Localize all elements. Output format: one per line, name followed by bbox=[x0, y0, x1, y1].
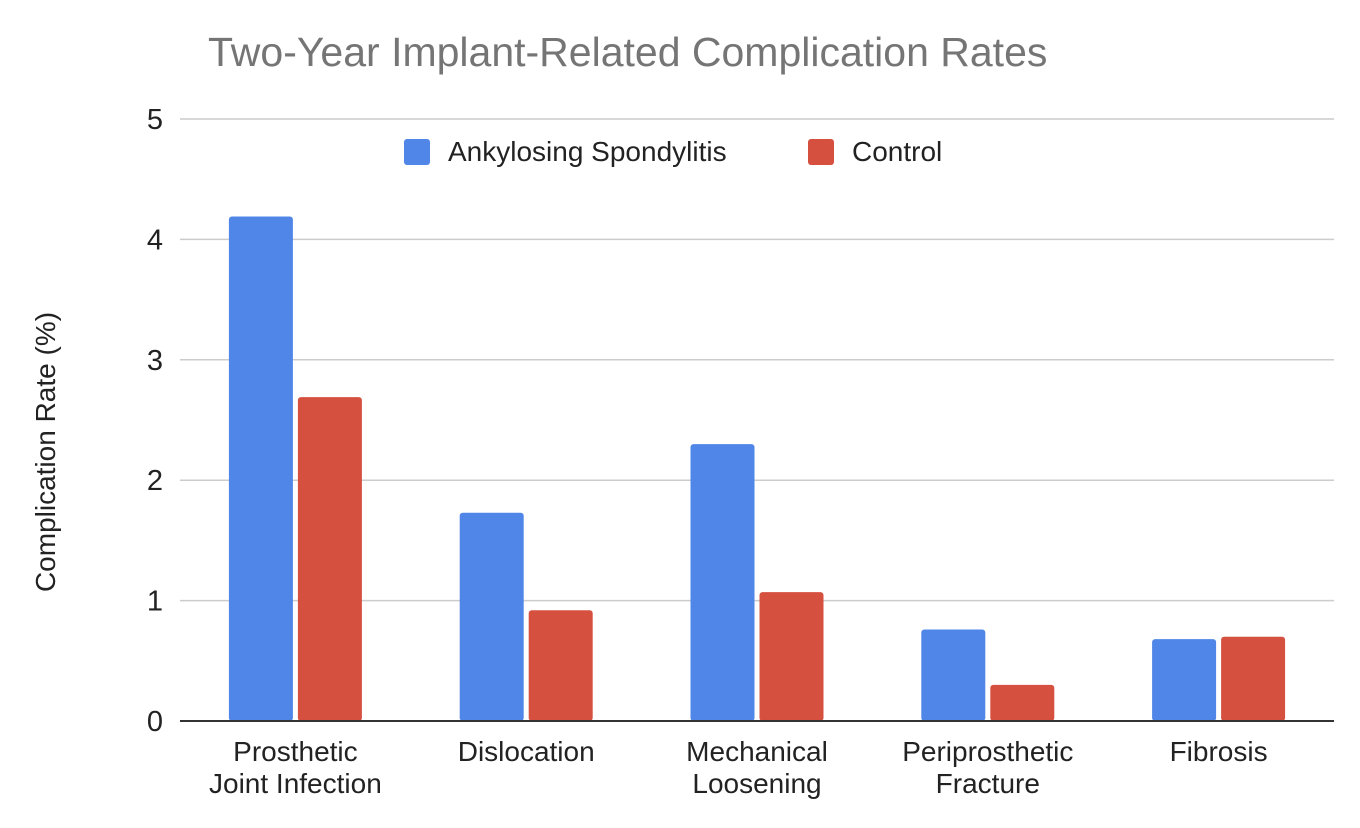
legend-swatch bbox=[808, 139, 834, 165]
bar bbox=[528, 610, 593, 721]
y-axis-ticks: 0 1 2 3 4 5 bbox=[147, 104, 163, 738]
gridlines bbox=[180, 118, 1334, 602]
bar bbox=[1152, 639, 1217, 721]
y-tick-label: 1 bbox=[147, 586, 163, 618]
x-tick-label: Prosthetic bbox=[233, 736, 358, 767]
legend-label: Control bbox=[852, 136, 942, 167]
x-tick-label: Loosening bbox=[692, 768, 821, 799]
bar bbox=[759, 592, 824, 721]
x-tick-label: Mechanical bbox=[686, 736, 828, 767]
bars bbox=[228, 216, 1286, 722]
bar bbox=[1221, 636, 1286, 721]
bar bbox=[459, 512, 524, 721]
bar bbox=[690, 444, 755, 721]
y-axis-label: Complication Rate (%) bbox=[30, 312, 61, 592]
x-tick-label: Fibrosis bbox=[1170, 736, 1268, 767]
bar bbox=[990, 684, 1055, 721]
y-tick-label: 2 bbox=[147, 465, 163, 497]
legend: Ankylosing Spondylitis Control bbox=[404, 136, 942, 167]
y-tick-label: 3 bbox=[147, 345, 163, 377]
bar bbox=[921, 629, 986, 721]
legend-swatch bbox=[404, 139, 430, 165]
x-tick-label: Dislocation bbox=[458, 736, 595, 767]
y-tick-label: 0 bbox=[147, 706, 163, 738]
x-tick-label: Periprosthetic bbox=[902, 736, 1073, 767]
bar bbox=[228, 216, 293, 722]
x-tick-label: Joint Infection bbox=[209, 768, 382, 799]
y-tick-label: 4 bbox=[147, 224, 163, 256]
x-tick-label: Fracture bbox=[936, 768, 1040, 799]
chart-title: Two-Year Implant-Related Complication Ra… bbox=[208, 29, 1047, 75]
bar bbox=[297, 397, 362, 721]
y-tick-label: 5 bbox=[147, 104, 163, 136]
legend-label: Ankylosing Spondylitis bbox=[448, 136, 727, 167]
